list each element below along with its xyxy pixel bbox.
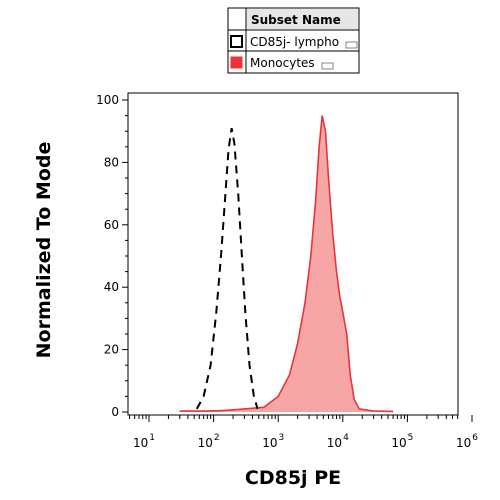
series-line-monocytes (179, 115, 394, 413)
y-tick-label: 100 (96, 93, 119, 107)
x-tick-label: 102 (198, 433, 220, 450)
y-tick-label: 20 (104, 343, 119, 357)
legend-title: Subset Name (251, 13, 341, 27)
legend-label-monocytes: Monocytes (250, 56, 315, 70)
legend-label-cd85j-lympho: CD85j- lympho (250, 35, 339, 49)
legend-swatch-monocytes (230, 56, 243, 69)
x-tick-label: 103 (262, 433, 284, 450)
legend-header-bg (247, 9, 358, 29)
legend-swatch-cd85j-lympho (230, 35, 243, 48)
series-area-monocytes (179, 115, 394, 412)
x-tick-label: 104 (327, 433, 349, 450)
y-tick-label: 0 (111, 405, 119, 419)
y-tick-label: 60 (104, 218, 119, 232)
legend-entry-handle-2[interactable] (321, 62, 334, 70)
legend-entry-handle-1[interactable] (345, 41, 358, 49)
x-tick-label: 101 (133, 433, 155, 450)
y-tick-label: 80 (104, 155, 119, 169)
x-axis-ticks: 101 102 103 104 105 106 (129, 415, 478, 450)
x-axis-title: CD85j PE (245, 467, 341, 489)
x-tick-label: 105 (391, 433, 413, 450)
plot-frame (127, 92, 459, 416)
y-tick-label: 40 (104, 280, 119, 294)
y-axis-ticks: 0 20 40 60 80 100 (96, 93, 128, 419)
y-axis-title: Normalized To Mode (33, 142, 55, 359)
series-line-cd85j-lympho (195, 127, 259, 410)
legend: Subset Name CD85j- lympho Monocytes (227, 7, 360, 74)
x-tick-label: 106 (456, 433, 478, 450)
